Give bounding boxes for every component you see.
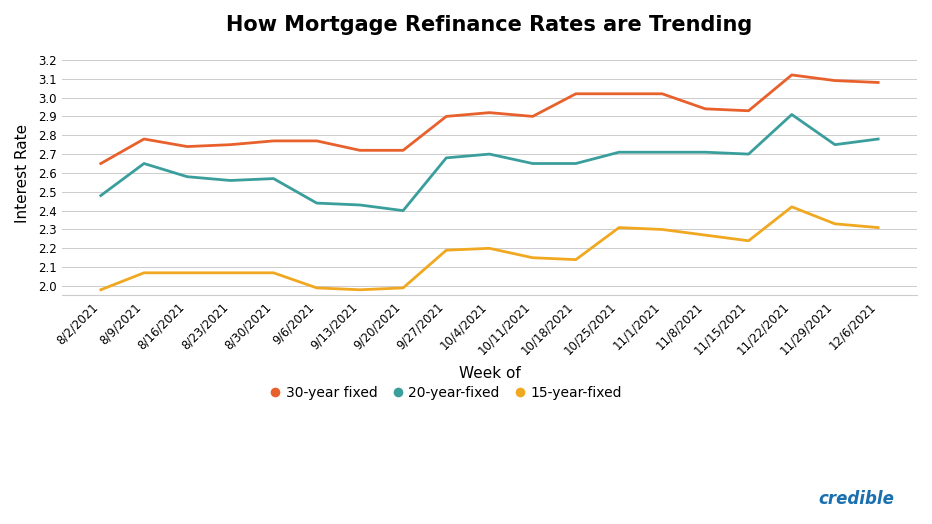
30-year fixed — [139, 136, 150, 142]
20-year-fixed — [182, 173, 193, 180]
15-year-fixed — [700, 232, 711, 238]
30-year fixed — [354, 147, 365, 154]
15-year-fixed — [354, 287, 365, 293]
20-year-fixed — [139, 160, 150, 167]
Text: credible: credible — [819, 490, 895, 508]
Line: 30-year fixed: 30-year fixed — [101, 75, 878, 163]
15-year-fixed — [441, 247, 452, 253]
30-year fixed — [182, 144, 193, 150]
15-year-fixed — [829, 221, 841, 227]
30-year fixed — [311, 138, 322, 144]
30-year fixed — [700, 106, 711, 112]
15-year-fixed — [872, 224, 884, 231]
30-year fixed — [225, 141, 236, 148]
20-year-fixed — [95, 192, 106, 199]
15-year-fixed — [787, 204, 798, 210]
30-year fixed — [872, 79, 884, 85]
20-year-fixed — [829, 141, 841, 148]
Y-axis label: Interest Rate: Interest Rate — [15, 123, 30, 223]
15-year-fixed — [311, 285, 322, 291]
Line: 15-year-fixed: 15-year-fixed — [101, 207, 878, 290]
20-year-fixed — [268, 176, 280, 182]
20-year-fixed — [354, 202, 365, 208]
20-year-fixed — [225, 177, 236, 183]
X-axis label: Week of: Week of — [459, 366, 520, 381]
15-year-fixed — [613, 224, 624, 231]
20-year-fixed — [398, 208, 409, 214]
20-year-fixed — [441, 155, 452, 161]
15-year-fixed — [182, 270, 193, 276]
15-year-fixed — [268, 270, 280, 276]
30-year fixed — [398, 147, 409, 154]
15-year-fixed — [139, 270, 150, 276]
20-year-fixed — [787, 112, 798, 118]
Title: How Mortgage Refinance Rates are Trending: How Mortgage Refinance Rates are Trendin… — [226, 15, 753, 35]
30-year fixed — [743, 107, 754, 114]
20-year-fixed — [657, 149, 668, 155]
30-year fixed — [95, 160, 106, 167]
20-year-fixed — [528, 160, 539, 167]
15-year-fixed — [657, 226, 668, 233]
20-year-fixed — [311, 200, 322, 206]
15-year-fixed — [95, 287, 106, 293]
15-year-fixed — [570, 256, 582, 263]
15-year-fixed — [484, 245, 495, 252]
20-year-fixed — [613, 149, 624, 155]
15-year-fixed — [743, 238, 754, 244]
30-year fixed — [829, 78, 841, 84]
20-year-fixed — [484, 151, 495, 157]
15-year-fixed — [528, 255, 539, 261]
20-year-fixed — [743, 151, 754, 157]
30-year fixed — [484, 110, 495, 116]
30-year fixed — [570, 91, 582, 97]
30-year fixed — [613, 91, 624, 97]
30-year fixed — [657, 91, 668, 97]
30-year fixed — [787, 72, 798, 78]
30-year fixed — [441, 113, 452, 119]
Line: 20-year-fixed: 20-year-fixed — [101, 115, 878, 211]
Legend: 30-year fixed, 20-year-fixed, 15-year-fixed: 30-year fixed, 20-year-fixed, 15-year-fi… — [267, 381, 627, 406]
30-year fixed — [528, 113, 539, 119]
20-year-fixed — [872, 136, 884, 142]
15-year-fixed — [225, 270, 236, 276]
20-year-fixed — [570, 160, 582, 167]
20-year-fixed — [700, 149, 711, 155]
15-year-fixed — [398, 285, 409, 291]
30-year fixed — [268, 138, 280, 144]
